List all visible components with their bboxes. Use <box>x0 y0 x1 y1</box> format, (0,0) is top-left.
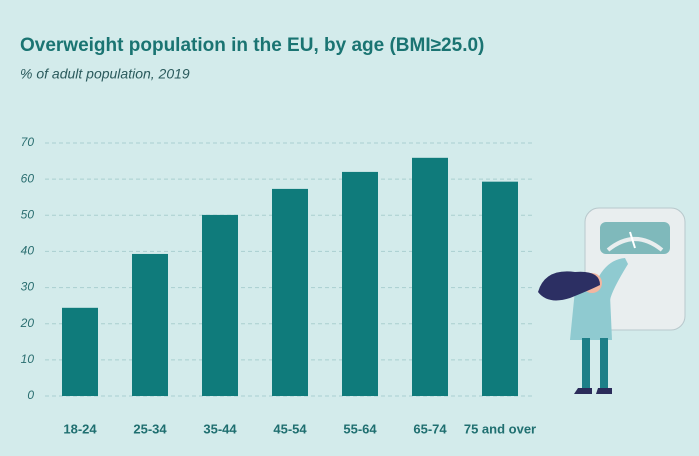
x-tick-label: 75 and over <box>464 421 536 436</box>
bar <box>132 253 168 396</box>
y-tick-label: 70 <box>21 135 35 149</box>
x-tick-label: 25-34 <box>133 421 167 436</box>
bar <box>342 171 378 396</box>
y-tick-label: 50 <box>21 207 35 221</box>
bar <box>62 307 98 396</box>
x-tick-label: 35-44 <box>203 421 237 436</box>
bar <box>412 157 448 396</box>
chart-title: Overweight population in the EU, by age … <box>20 35 484 56</box>
x-tick-label: 45-54 <box>273 421 307 436</box>
x-tick-label: 65-74 <box>413 421 447 436</box>
chart-subtitle: % of adult population, 2019 <box>20 66 190 82</box>
y-tick-label: 10 <box>21 352 35 366</box>
bar <box>482 181 518 396</box>
x-tick-label: 55-64 <box>343 421 377 436</box>
bar <box>202 214 238 396</box>
y-tick-label: 30 <box>21 280 35 294</box>
y-tick-label: 40 <box>21 244 35 258</box>
bar <box>272 188 308 396</box>
y-tick-label: 60 <box>21 171 35 185</box>
x-tick-label: 18-24 <box>63 421 97 436</box>
y-tick-label: 20 <box>20 316 35 330</box>
y-tick-label: 0 <box>27 388 34 402</box>
illustration <box>538 207 686 394</box>
